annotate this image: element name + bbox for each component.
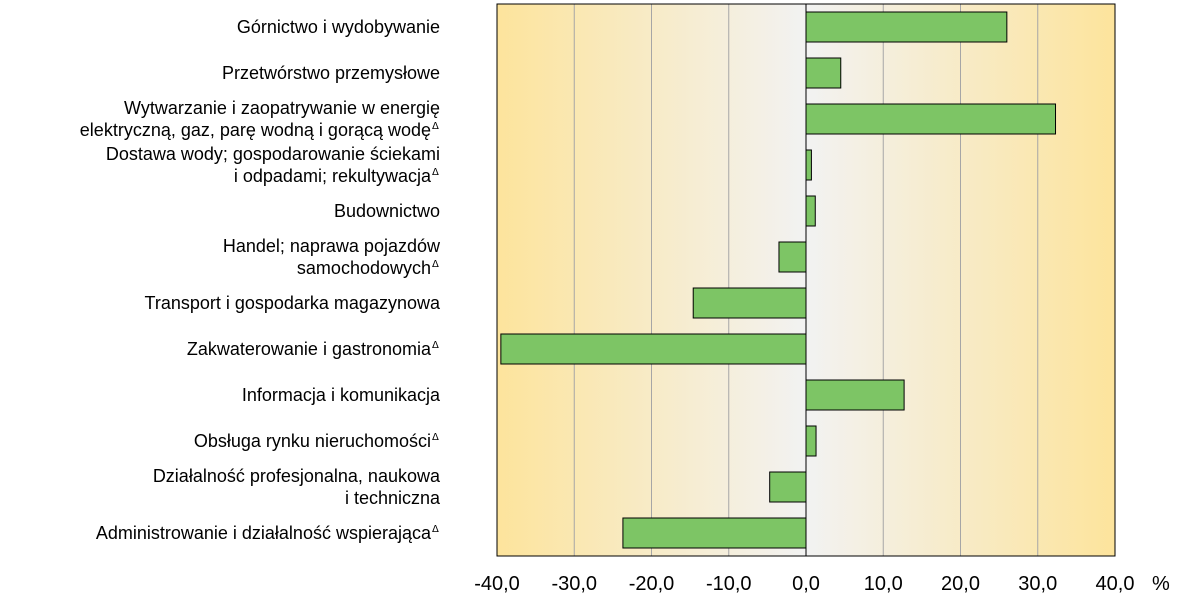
bars	[500, 11, 1057, 549]
bar	[805, 379, 905, 411]
category-label: Przetwórstwo przemysłowe	[222, 63, 440, 83]
x-tick-label: -40,0	[474, 573, 520, 594]
category-label: i odpadami; rekultywacja	[234, 166, 432, 186]
delta-footnote-mark: Δ	[432, 340, 439, 351]
bar	[692, 287, 807, 319]
category-label: Dostawa wody; gospodarowanie ściekami	[106, 144, 440, 164]
category-label: Wytwarzanie i zaopatrywanie w energię	[124, 98, 440, 118]
category-label: Górnictwo i wydobywanie	[237, 17, 440, 37]
plot-frame	[496, 3, 1116, 557]
bar	[769, 471, 807, 503]
x-tick-label: 0,0	[792, 573, 820, 594]
x-tick-label: -20,0	[629, 573, 675, 594]
category-label: Budownictwo	[334, 201, 440, 221]
bar	[805, 57, 842, 89]
category-label: Handel; naprawa pojazdów	[223, 236, 441, 256]
bar	[805, 103, 1057, 135]
category-label: Administrowanie i działalność wspierając…	[96, 523, 432, 543]
category-label: Obsługa rynku nieruchomości	[194, 431, 431, 451]
unit-label: %	[1152, 573, 1170, 594]
category-label: samochodowych	[297, 258, 431, 278]
category-label: Informacja i komunikacja	[242, 385, 441, 405]
x-tick-label: -10,0	[706, 573, 752, 594]
delta-footnote-mark: Δ	[432, 524, 439, 535]
category-label: elektryczną, gaz, parę wodną i gorącą wo…	[80, 120, 431, 140]
x-tick-labels: -40,0 -30,0 -20,0 -10,0 0,0 10,0 20,0 30,0 40,0%	[474, 573, 1170, 594]
x-tick-label: -30,0	[551, 573, 597, 594]
x-tick-label: 40,0	[1096, 573, 1135, 594]
bar	[805, 195, 816, 227]
category-label: Działalność profesjonalna, naukowa	[153, 466, 441, 486]
category-label: i techniczna	[345, 488, 441, 508]
bar	[500, 333, 807, 365]
x-tick-label: 20,0	[941, 573, 980, 594]
delta-footnote-mark: Δ	[432, 259, 439, 270]
x-tick-label: 30,0	[1018, 573, 1057, 594]
bar	[805, 11, 1008, 43]
category-labels: Górnictwo i wydobywanie Przetwórstwo prze…	[80, 17, 441, 543]
category-label: Transport i gospodarka magazynowa	[145, 293, 441, 313]
frame-border	[496, 3, 1116, 557]
delta-footnote-mark: Δ	[432, 167, 439, 178]
delta-footnote-mark: Δ	[432, 432, 439, 443]
category-label: Zakwaterowanie i gastronomia	[187, 339, 432, 359]
bar	[805, 425, 817, 457]
gridlines	[496, 4, 1116, 556]
x-tick-label: 10,0	[864, 573, 903, 594]
delta-footnote-mark: Δ	[432, 121, 439, 132]
bar	[622, 517, 807, 549]
bar	[805, 149, 812, 181]
bar	[778, 241, 807, 273]
